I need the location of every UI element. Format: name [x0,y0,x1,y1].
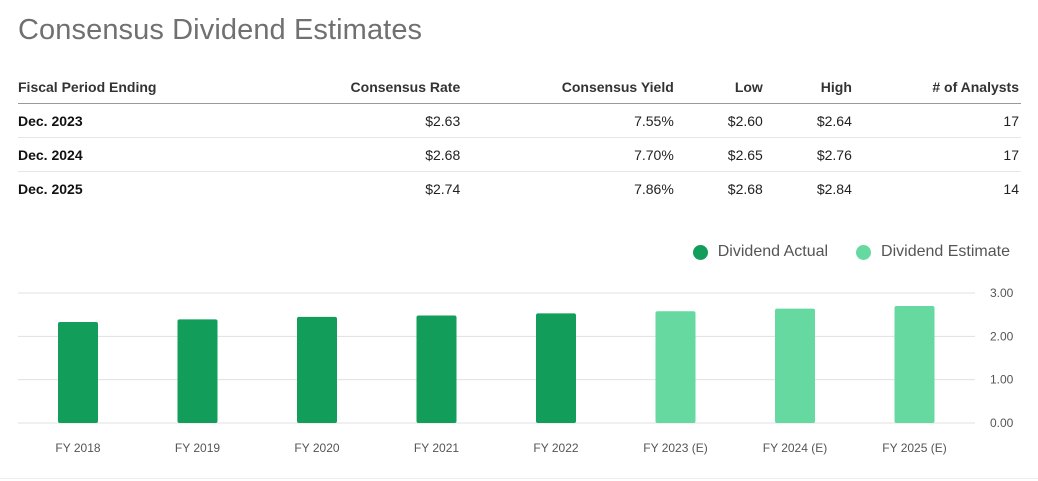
x-tick-label: FY 2025 (E) [882,441,946,455]
cell-yield: 7.70% [462,137,676,172]
cell-rate: $2.68 [232,137,463,172]
x-tick-label: FY 2023 (E) [643,441,707,455]
x-tick-label: FY 2018 [55,441,100,455]
col-high[interactable]: High [764,70,854,104]
bar-fy-2023-e[interactable] [655,311,696,423]
cell-high: $2.84 [816,180,852,197]
cell-yield: 7.55% [462,103,676,138]
col-analysts[interactable]: # of Analysts [853,70,1021,104]
cell-period: Dec. 2024 [18,137,233,172]
bar-fy-2021[interactable] [416,315,457,423]
chart-legend: Dividend Actual Dividend Estimate [692,243,1010,261]
legend-label-estimate: Dividend Estimate [881,243,1010,260]
y-tick-label: 0.00 [990,416,1014,430]
bar-fy-2019[interactable] [177,319,218,423]
col-consensus-rate[interactable]: Consensus Rate [232,70,463,104]
col-fiscal-period[interactable]: Fiscal Period Ending [18,70,233,104]
table-row: Dec. 2023 $2.63 7.55% $2.60 $2.64 17 [18,103,1021,138]
x-tick-label: FY 2022 [533,441,578,455]
bar-fy-2020[interactable] [297,316,337,423]
cell-analysts: 14 [1003,180,1019,197]
cell-low: $2.60 [675,103,765,138]
legend-item-estimate[interactable]: Dividend Estimate [856,243,1010,261]
y-tick-label: 2.00 [990,329,1014,343]
col-consensus-yield[interactable]: Consensus Yield [462,70,676,104]
table-header-row: Fiscal Period Ending Consensus Rate Cons… [18,70,1021,104]
legend-item-actual[interactable]: Dividend Actual [692,243,829,261]
y-tick-label: 1.00 [990,373,1014,387]
bar-fy-2018[interactable] [58,322,98,423]
estimates-table: Fiscal Period Ending Consensus Rate Cons… [18,70,1021,205]
x-tick-label: FY 2021 [414,441,459,455]
x-tick-label: FY 2019 [175,441,220,455]
page-title: Consensus Dividend Estimates [18,14,423,46]
cell-analysts: 17 [853,103,1021,138]
x-tick-label: FY 2024 (E) [763,441,827,455]
bar-fy-2024-e[interactable] [775,308,815,423]
cell-low: $2.65 [675,137,765,172]
cell-yield: 7.86% [634,180,674,197]
bar-fy-2025-e[interactable] [894,306,935,423]
y-tick-label: 3.00 [990,286,1014,300]
cell-rate: $2.63 [232,103,463,138]
cell-high: $2.76 [764,137,854,172]
cell-low: $2.68 [727,180,763,197]
cell-period: Dec. 2023 [18,103,233,138]
table-row: Dec. 2024 $2.68 7.70% $2.65 $2.76 17 [18,137,1021,172]
table-row: Dec. 2025 $2.74 7.86% $2.68 $2.84 14 [18,172,1021,206]
cell-rate: $2.74 [425,180,461,197]
cell-high: $2.64 [764,103,854,138]
legend-dot-estimate-icon [856,244,872,260]
legend-dot-actual-icon [692,244,708,260]
cell-period: Dec. 2025 [18,180,83,197]
bar-fy-2022[interactable] [536,313,576,423]
dividend-bar-chart: 0.00 1.00 2.00 3.00 FY 2018 FY 2019 FY 2020 FY … [18,286,1014,455]
col-low[interactable]: Low [675,70,765,104]
bottom-divider [0,478,1038,479]
legend-label-actual: Dividend Actual [717,243,829,260]
cell-analysts: 17 [853,137,1021,172]
x-tick-label: FY 2020 [294,441,339,455]
